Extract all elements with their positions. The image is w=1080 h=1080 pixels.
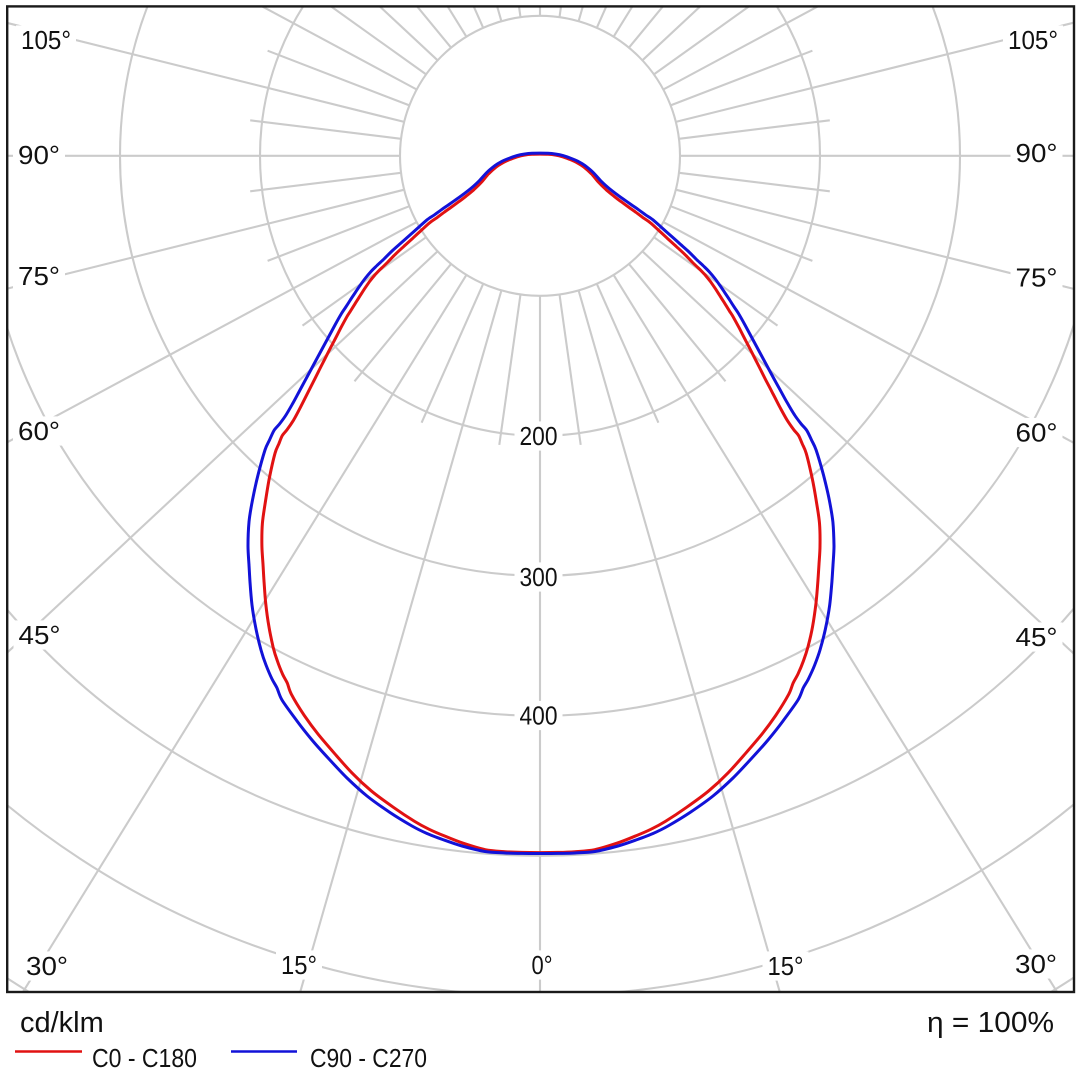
svg-text:105°: 105° (1008, 25, 1058, 55)
svg-text:105°: 105° (21, 25, 71, 55)
svg-text:300: 300 (520, 562, 558, 592)
svg-text:30°: 30° (1015, 949, 1057, 979)
svg-text:30°: 30° (26, 951, 68, 981)
svg-text:60°: 60° (1016, 418, 1058, 448)
svg-text:0°: 0° (532, 950, 553, 980)
svg-text:15°: 15° (281, 950, 317, 980)
svg-text:15°: 15° (768, 951, 804, 981)
svg-text:75°: 75° (1016, 263, 1058, 293)
svg-text:45°: 45° (1016, 622, 1058, 652)
svg-text:C90 - C270: C90 - C270 (310, 1043, 427, 1073)
svg-text:90°: 90° (18, 140, 60, 170)
svg-text:400: 400 (520, 701, 558, 731)
svg-text:90°: 90° (1016, 138, 1058, 168)
svg-text:200: 200 (520, 421, 558, 451)
svg-text:45°: 45° (19, 620, 61, 650)
svg-text:C0 - C180: C0 - C180 (92, 1043, 197, 1073)
svg-text:cd/klm: cd/klm (20, 1007, 104, 1039)
svg-text:η = 100%: η = 100% (927, 1007, 1054, 1039)
svg-text:75°: 75° (18, 261, 60, 291)
svg-text:60°: 60° (18, 416, 60, 446)
